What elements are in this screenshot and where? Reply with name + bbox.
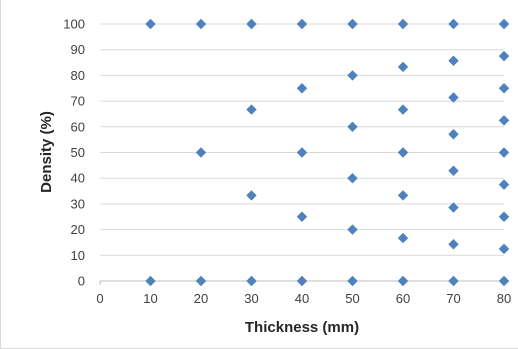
data-point-28: [448, 239, 459, 250]
data-point-25: [397, 61, 409, 73]
data-point-38: [498, 179, 510, 190]
y-tick-label-100: 100: [63, 17, 85, 32]
x-tick-label-20: 20: [194, 291, 208, 306]
data-point-13: [296, 18, 308, 30]
y-tick-label-20: 20: [71, 222, 85, 237]
data-point-11: [296, 147, 308, 158]
data-point-16: [347, 173, 358, 184]
data-point-26: [397, 18, 409, 30]
y-tick-label-40: 40: [71, 171, 85, 186]
data-point-34: [448, 18, 459, 30]
x-tick-label-50: 50: [345, 291, 359, 306]
data-point-17: [347, 121, 358, 132]
data-points: [145, 18, 510, 287]
data-point-18: [347, 70, 358, 81]
data-point-5: [246, 275, 257, 287]
data-point-31: [448, 129, 459, 140]
data-point-10: [296, 211, 308, 222]
y-tick-label-0: 0: [78, 274, 85, 289]
data-point-6: [246, 190, 257, 201]
data-point-36: [498, 243, 510, 255]
y-axis-title: Density (%): [38, 111, 55, 193]
x-tick-label-70: 70: [446, 291, 460, 306]
data-point-32: [448, 92, 459, 103]
data-point-15: [347, 224, 358, 235]
data-point-3: [195, 147, 207, 158]
data-point-39: [498, 147, 510, 158]
x-tick-label-30: 30: [244, 291, 258, 306]
x-tick-label-10: 10: [143, 291, 157, 306]
data-point-40: [498, 115, 510, 126]
data-point-9: [296, 275, 308, 287]
data-point-29: [448, 202, 459, 213]
data-point-27: [448, 275, 459, 287]
data-point-12: [296, 83, 308, 94]
data-point-24: [397, 104, 409, 115]
data-point-14: [347, 275, 358, 287]
data-point-21: [397, 232, 409, 244]
y-tick-label-80: 80: [71, 68, 85, 83]
y-tick-label-10: 10: [71, 248, 85, 263]
y-tick-label-30: 30: [71, 196, 85, 211]
data-point-19: [347, 18, 358, 30]
x-tick-label-80: 80: [497, 291, 511, 306]
data-point-4: [195, 18, 207, 30]
data-point-30: [448, 165, 459, 176]
data-point-41: [498, 83, 510, 94]
data-point-1: [145, 18, 156, 30]
data-point-0: [145, 275, 156, 287]
y-tick-label-50: 50: [71, 145, 85, 160]
x-axis-title: Thickness (mm): [245, 319, 359, 336]
x-tick-label-60: 60: [396, 291, 410, 306]
data-point-2: [195, 275, 207, 287]
y-axis-ticks: 0 10 20 30 40 50 60 70 80 90 100: [63, 17, 85, 289]
data-point-37: [498, 211, 510, 222]
y-tick-label-90: 90: [71, 42, 85, 57]
x-axis-ticks: 0 10 20 30 40 50 60 70 80: [96, 291, 511, 306]
x-tick-label-0: 0: [96, 291, 103, 306]
data-point-33: [448, 55, 459, 66]
data-point-20: [397, 275, 409, 287]
data-point-23: [397, 147, 409, 158]
data-point-22: [397, 190, 409, 201]
x-tick-label-40: 40: [295, 291, 309, 306]
data-point-8: [246, 18, 257, 30]
data-point-35: [498, 275, 510, 287]
data-point-7: [246, 104, 257, 115]
data-point-43: [498, 18, 510, 30]
data-point-42: [498, 50, 510, 62]
y-tick-label-70: 70: [71, 94, 85, 109]
y-tick-label-60: 60: [71, 119, 85, 134]
